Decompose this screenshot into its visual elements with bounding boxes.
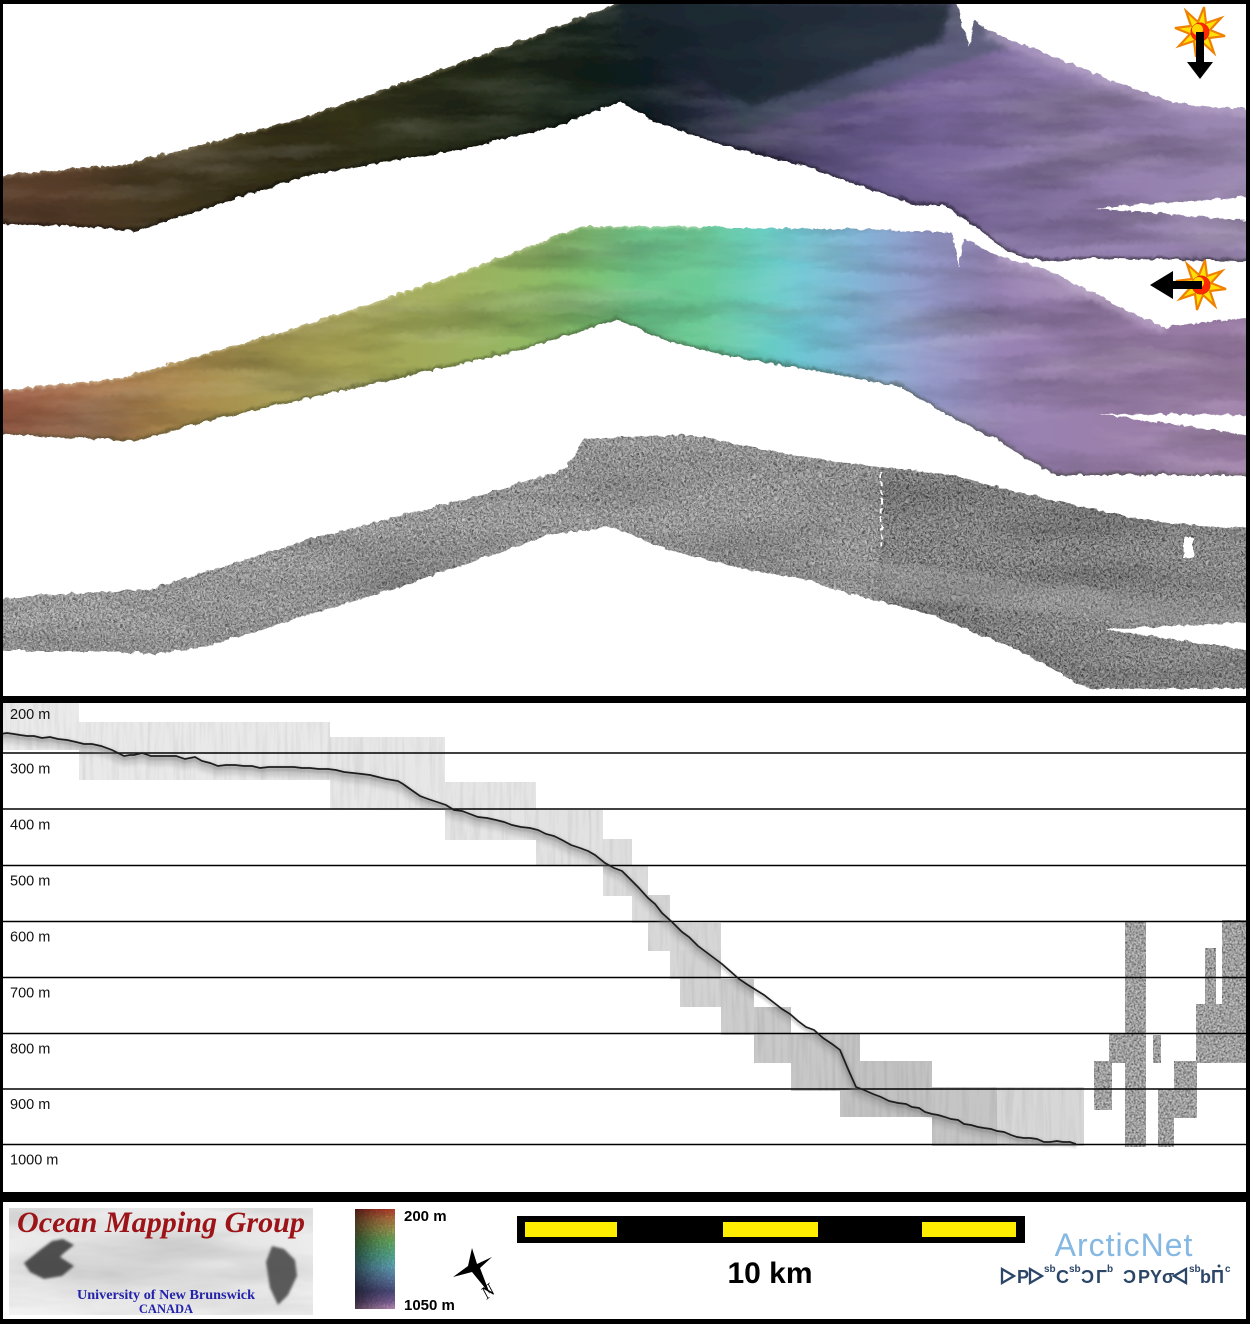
svg-text:C: C	[1056, 1267, 1069, 1287]
svg-text:ArcticNet: ArcticNet	[1055, 1227, 1194, 1263]
svg-text:sb: sb	[1189, 1264, 1201, 1275]
svg-text:1000 m: 1000 m	[10, 1153, 58, 1169]
svg-text:300 m: 300 m	[10, 762, 50, 778]
svg-text:200 m: 200 m	[404, 1208, 447, 1225]
svg-text:Ocean Mapping Group: Ocean Mapping Group	[17, 1206, 305, 1239]
svg-text:Y: Y	[1150, 1267, 1162, 1287]
svg-text:200 m: 200 m	[10, 707, 50, 723]
svg-text:sb: sb	[1044, 1264, 1056, 1275]
svg-text:500 m: 500 m	[10, 874, 50, 890]
svg-text:b: b	[1107, 1264, 1113, 1275]
svg-text:University of New Brunswick: University of New Brunswick	[77, 1288, 255, 1303]
svg-text:P: P	[1138, 1267, 1150, 1287]
svg-text:Π: Π	[1211, 1267, 1224, 1287]
svg-text:c: c	[1225, 1264, 1231, 1275]
svg-text:1050 m: 1050 m	[404, 1297, 455, 1314]
svg-text:900 m: 900 m	[10, 1097, 50, 1113]
svg-text:Γ: Γ	[1096, 1267, 1107, 1287]
svg-text:sb: sb	[1069, 1264, 1081, 1275]
svg-text:10 km: 10 km	[727, 1257, 812, 1290]
svg-text:600 m: 600 m	[10, 930, 50, 946]
svg-text:CANADA: CANADA	[139, 1302, 193, 1316]
svg-text:800 m: 800 m	[10, 1042, 50, 1058]
svg-text:C: C	[1123, 1267, 1136, 1287]
svg-text:C: C	[1081, 1267, 1094, 1287]
svg-text:b: b	[1200, 1267, 1211, 1287]
svg-text:700 m: 700 m	[10, 986, 50, 1002]
svg-text:σ: σ	[1162, 1267, 1174, 1287]
svg-text:P: P	[1017, 1267, 1029, 1287]
svg-text:400 m: 400 m	[10, 818, 50, 834]
